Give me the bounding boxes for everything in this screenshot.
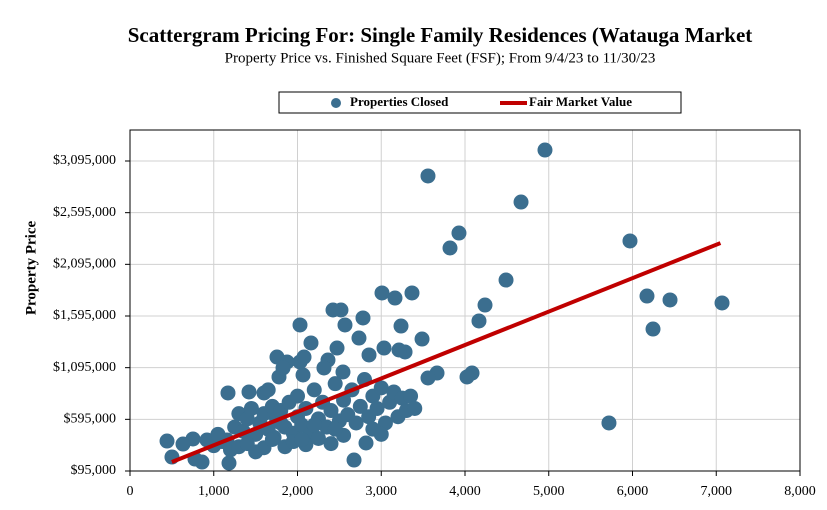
data-point bbox=[164, 449, 180, 465]
legend-label: Properties Closed bbox=[350, 94, 449, 109]
data-point bbox=[459, 369, 475, 385]
y-tick-label: $3,095,000 bbox=[53, 153, 116, 168]
data-point bbox=[327, 376, 343, 392]
data-point bbox=[175, 436, 191, 452]
data-point bbox=[420, 370, 436, 386]
legend-symbol bbox=[331, 98, 341, 108]
x-tick-label: 1,000 bbox=[198, 484, 230, 499]
data-point bbox=[337, 317, 353, 333]
data-point bbox=[662, 292, 678, 308]
data-point bbox=[403, 388, 419, 404]
data-point bbox=[376, 340, 392, 356]
data-point bbox=[221, 455, 237, 471]
y-tick-label: $1,095,000 bbox=[53, 360, 116, 375]
data-point bbox=[327, 421, 343, 437]
data-point bbox=[622, 233, 638, 249]
data-point bbox=[373, 426, 389, 442]
data-point bbox=[260, 382, 276, 398]
data-point bbox=[241, 384, 257, 400]
data-point bbox=[303, 335, 319, 351]
data-point bbox=[333, 302, 349, 318]
data-point bbox=[477, 297, 493, 313]
data-point bbox=[714, 295, 730, 311]
data-point bbox=[374, 285, 390, 301]
data-point bbox=[292, 317, 308, 333]
x-tick-label: 5,000 bbox=[533, 484, 565, 499]
data-point bbox=[355, 310, 371, 326]
x-tick-label: 3,000 bbox=[366, 484, 398, 499]
data-point bbox=[377, 415, 393, 431]
data-point bbox=[351, 330, 367, 346]
y-tick-label: $2,595,000 bbox=[53, 205, 116, 220]
data-point bbox=[275, 360, 291, 376]
y-tick-label: $95,000 bbox=[71, 463, 117, 478]
y-tick-label: $2,095,000 bbox=[53, 257, 116, 272]
x-tick-label: 8,000 bbox=[784, 484, 816, 499]
data-point bbox=[220, 385, 236, 401]
data-point bbox=[645, 321, 661, 337]
data-point bbox=[352, 398, 368, 414]
x-tick-label: 7,000 bbox=[701, 484, 733, 499]
data-point bbox=[601, 415, 617, 431]
data-point bbox=[306, 382, 322, 398]
data-point bbox=[335, 364, 351, 380]
data-point bbox=[420, 168, 436, 184]
data-point bbox=[358, 435, 374, 451]
x-tick-label: 0 bbox=[127, 484, 134, 499]
data-point bbox=[290, 388, 305, 404]
data-point bbox=[391, 342, 407, 358]
data-point bbox=[269, 349, 285, 365]
data-point bbox=[361, 347, 377, 363]
y-tick-label: $595,000 bbox=[64, 412, 117, 427]
legend-label: Fair Market Value bbox=[529, 94, 632, 109]
legend-box bbox=[278, 91, 682, 114]
data-point bbox=[210, 426, 226, 442]
data-point bbox=[243, 400, 259, 416]
data-point bbox=[294, 431, 310, 447]
data-point bbox=[387, 290, 403, 306]
data-point bbox=[323, 436, 339, 452]
x-tick-label: 4,000 bbox=[449, 484, 481, 499]
data-point bbox=[323, 403, 339, 419]
data-point bbox=[310, 430, 326, 446]
data-point bbox=[296, 349, 312, 365]
data-point bbox=[404, 285, 420, 301]
data-point bbox=[316, 360, 332, 376]
data-point bbox=[306, 417, 322, 433]
data-point bbox=[329, 340, 345, 356]
data-point bbox=[414, 331, 430, 347]
x-tick-label: 6,000 bbox=[617, 484, 649, 499]
data-point bbox=[537, 142, 553, 158]
data-point bbox=[513, 194, 529, 210]
data-point bbox=[498, 272, 514, 288]
chart-subtitle: Property Price vs. Finished Square Feet … bbox=[225, 50, 656, 66]
data-point bbox=[639, 288, 655, 304]
data-point bbox=[442, 240, 458, 256]
data-point bbox=[264, 431, 280, 447]
data-point bbox=[295, 367, 311, 383]
data-point bbox=[451, 225, 467, 241]
data-point bbox=[159, 433, 175, 449]
data-point bbox=[407, 400, 423, 416]
trend-line bbox=[171, 241, 722, 464]
chart-title: Scattergram Pricing For: Single Family R… bbox=[128, 23, 753, 47]
data-point bbox=[393, 318, 409, 334]
data-point bbox=[346, 452, 362, 468]
data-point bbox=[471, 313, 487, 329]
x-tick-label: 2,000 bbox=[282, 484, 314, 499]
y-axis-label: Property Price bbox=[23, 221, 39, 316]
data-point bbox=[348, 415, 364, 431]
y-tick-label: $1,595,000 bbox=[53, 308, 116, 323]
data-point bbox=[369, 400, 385, 416]
data-point bbox=[373, 380, 389, 396]
